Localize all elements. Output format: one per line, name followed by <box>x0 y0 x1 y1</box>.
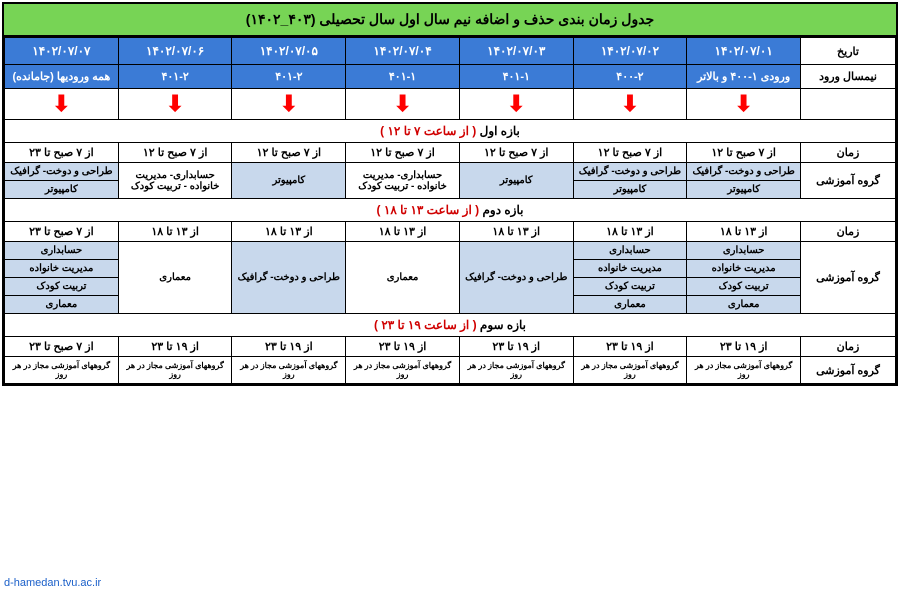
arrow-icon: ⬇ <box>52 91 70 116</box>
s3f1: گروههای آموزشی مجاز در هر روز <box>573 357 687 384</box>
s2g0: حسابداریمدیریت خانوادهتربیت کودکمعماری <box>687 242 801 314</box>
s1t5: از ۷ صبح تا ۱۲ <box>118 143 232 163</box>
section2-header: بازه دوم ( از ساعت ۱۳ تا ۱۸ ) <box>5 199 896 222</box>
s1g0: طراحی و دوخت- گرافیککامپیوتر <box>687 163 801 199</box>
s1t4: از ۷ صبح تا ۱۲ <box>232 143 346 163</box>
s3t5: از ۱۹ تا ۲۳ <box>118 337 232 357</box>
s2g4: طراحی و دوخت- گرافیک <box>232 242 346 314</box>
entry-row: نیمسال ورود ورودی ۱-۴۰۰ و بالاتر ۴۰۰-۲ ۴… <box>5 65 896 89</box>
s3-time-row: زمان از ۱۹ تا ۲۳ از ۱۹ تا ۲۳ از ۱۹ تا ۲۳… <box>5 337 896 357</box>
entry-3: ۴۰۱-۱ <box>346 65 460 89</box>
s3f3: گروههای آموزشی مجاز در هر روز <box>346 357 460 384</box>
s1-time-row: زمان از ۷ صبح تا ۱۲ از ۷ صبح تا ۱۲ از ۷ … <box>5 143 896 163</box>
s1t1: از ۷ صبح تا ۱۲ <box>573 143 687 163</box>
watermark: d-hamedan.tvu.ac.ir <box>4 577 101 589</box>
entry-6: همه ورودیها (جامانده) <box>5 65 119 89</box>
date-2: ۱۴۰۲/۰۷/۰۳ <box>459 38 573 65</box>
s1g5: حسابداری- مدیریت خانواده - تربیت کودک <box>118 163 232 199</box>
date-1: ۱۴۰۲/۰۷/۰۲ <box>573 38 687 65</box>
s2g5: معماری <box>118 242 232 314</box>
schedule-container: جدول زمان بندی حذف و اضافه نیم سال اول س… <box>2 2 898 386</box>
title-bar: جدول زمان بندی حذف و اضافه نیم سال اول س… <box>4 4 896 37</box>
s1t6: از ۷ صبح تا ۲۳ <box>5 143 119 163</box>
arrow-row: ⬇ ⬇ ⬇ ⬇ ⬇ ⬇ ⬇ <box>5 89 896 120</box>
s3t6: از ۷ صبح تا ۲۳ <box>5 337 119 357</box>
arrow-icon: ⬇ <box>734 91 752 116</box>
s1g3: حسابداری- مدیریت خانواده - تربیت کودک <box>346 163 460 199</box>
s3t1: از ۱۹ تا ۲۳ <box>573 337 687 357</box>
s2g1: حسابداریمدیریت خانوادهتربیت کودکمعماری <box>573 242 687 314</box>
s2t1: از ۱۳ تا ۱۸ <box>573 222 687 242</box>
s3f2: گروههای آموزشی مجاز در هر روز <box>459 357 573 384</box>
s3f5: گروههای آموزشی مجاز در هر روز <box>118 357 232 384</box>
s3t3: از ۱۹ تا ۲۳ <box>346 337 460 357</box>
s3-label: بازه سوم <box>480 318 526 332</box>
time-label: زمان <box>801 337 896 357</box>
date-row: تاریخ ۱۴۰۲/۰۷/۰۱ ۱۴۰۲/۰۷/۰۲ ۱۴۰۲/۰۷/۰۳ ۱… <box>5 38 896 65</box>
s2g3: معماری <box>346 242 460 314</box>
s3t0: از ۱۹ تا ۲۳ <box>687 337 801 357</box>
group-label: گروه آموزشی <box>801 163 896 199</box>
s3f4: گروههای آموزشی مجاز در هر روز <box>232 357 346 384</box>
entry-1: ۴۰۰-۲ <box>573 65 687 89</box>
s3t4: از ۱۹ تا ۲۳ <box>232 337 346 357</box>
arrow-icon: ⬇ <box>280 91 298 116</box>
s2g2: طراحی و دوخت- گرافیک <box>459 242 573 314</box>
schedule-table: تاریخ ۱۴۰۲/۰۷/۰۱ ۱۴۰۲/۰۷/۰۲ ۱۴۰۲/۰۷/۰۳ ۱… <box>4 37 896 384</box>
s1-group-row: گروه آموزشی طراحی و دوخت- گرافیککامپیوتر… <box>5 163 896 199</box>
time-label: زمان <box>801 143 896 163</box>
date-label: تاریخ <box>801 38 896 65</box>
s2t3: از ۱۳ تا ۱۸ <box>346 222 460 242</box>
s1t0: از ۷ صبح تا ۱۲ <box>687 143 801 163</box>
s2g6: حسابداریمدیریت خانوادهتربیت کودکمعماری <box>5 242 119 314</box>
date-6: ۱۴۰۲/۰۷/۰۷ <box>5 38 119 65</box>
entry-5: ۴۰۱-۲ <box>118 65 232 89</box>
s3f0: گروههای آموزشی مجاز در هر روز <box>687 357 801 384</box>
s3-group-row: گروه آموزشی گروههای آموزشی مجاز در هر رو… <box>5 357 896 384</box>
s1g4: کامپیوتر <box>232 163 346 199</box>
s2t4: از ۱۳ تا ۱۸ <box>232 222 346 242</box>
s2t5: از ۱۳ تا ۱۸ <box>118 222 232 242</box>
group-label: گروه آموزشی <box>801 242 896 314</box>
s2t2: از ۱۳ تا ۱۸ <box>459 222 573 242</box>
s3t2: از ۱۹ تا ۲۳ <box>459 337 573 357</box>
time-label: زمان <box>801 222 896 242</box>
group-label: گروه آموزشی <box>801 357 896 384</box>
section3-header: بازه سوم ( از ساعت ۱۹ تا ۲۳ ) <box>5 314 896 337</box>
s1g6: طراحی و دوخت- گرافیککامپیوتر <box>5 163 119 199</box>
arrow-icon: ⬇ <box>507 91 525 116</box>
s2t6: از ۷ صبح تا ۲۳ <box>5 222 119 242</box>
s1-label: بازه اول <box>480 124 520 138</box>
s1t2: از ۷ صبح تا ۱۲ <box>459 143 573 163</box>
entry-label: نیمسال ورود <box>801 65 896 89</box>
s2-group-row: گروه آموزشی حسابداریمدیریت خانوادهتربیت … <box>5 242 896 314</box>
s2-time: ( از ساعت ۱۳ تا ۱۸ ) <box>377 203 480 217</box>
s1t3: از ۷ صبح تا ۱۲ <box>346 143 460 163</box>
entry-4: ۴۰۱-۲ <box>232 65 346 89</box>
s2-time-row: زمان از ۱۳ تا ۱۸ از ۱۳ تا ۱۸ از ۱۳ تا ۱۸… <box>5 222 896 242</box>
s3-time: ( از ساعت ۱۹ تا ۲۳ ) <box>374 318 477 332</box>
arrow-icon: ⬇ <box>621 91 639 116</box>
s2t0: از ۱۳ تا ۱۸ <box>687 222 801 242</box>
entry-2: ۴۰۱-۱ <box>459 65 573 89</box>
date-4: ۱۴۰۲/۰۷/۰۵ <box>232 38 346 65</box>
arrow-icon: ⬇ <box>166 91 184 116</box>
date-3: ۱۴۰۲/۰۷/۰۴ <box>346 38 460 65</box>
section1-header: بازه اول ( از ساعت ۷ تا ۱۲ ) <box>5 120 896 143</box>
s1g1: طراحی و دوخت- گرافیککامپیوتر <box>573 163 687 199</box>
date-0: ۱۴۰۲/۰۷/۰۱ <box>687 38 801 65</box>
s1g2: کامپیوتر <box>459 163 573 199</box>
entry-0: ورودی ۱-۴۰۰ و بالاتر <box>687 65 801 89</box>
date-5: ۱۴۰۲/۰۷/۰۶ <box>118 38 232 65</box>
arrow-icon: ⬇ <box>393 91 411 116</box>
s3f6: گروههای آموزشی مجاز در هر روز <box>5 357 119 384</box>
s2-label: بازه دوم <box>482 203 523 217</box>
s1-time: ( از ساعت ۷ تا ۱۲ ) <box>380 124 476 138</box>
